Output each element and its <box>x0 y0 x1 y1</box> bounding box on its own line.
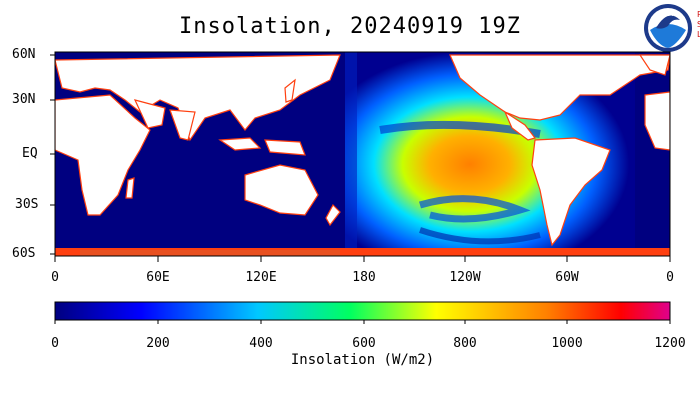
colorbar-tick: 400 <box>249 336 273 351</box>
svg-text:S: S <box>697 20 700 29</box>
lon-label: 60W <box>555 270 579 285</box>
colorbar-tick: 1200 <box>654 336 686 351</box>
colorbar-tick: 0 <box>51 336 59 351</box>
logo-text: NOAA <box>658 10 679 18</box>
lat-label: 30S <box>15 197 39 212</box>
colorbar-tick: 200 <box>146 336 170 351</box>
lat-label: 30N <box>12 92 36 107</box>
noaa-logo: NOAA P S L <box>636 0 700 56</box>
lon-label: 180 <box>352 270 376 285</box>
colorbar <box>54 301 671 321</box>
colorbar-label: Insolation (W/m2) <box>290 352 435 368</box>
colorbar-tick: 600 <box>352 336 376 351</box>
map-title: Insolation, 20240919 19Z <box>179 14 521 39</box>
lat-label: EQ <box>22 146 38 161</box>
colorbar-tick: 800 <box>453 336 477 351</box>
svg-text:P: P <box>697 10 700 19</box>
lon-label: 0 <box>51 270 59 285</box>
lat-label: 60S <box>12 246 36 261</box>
lon-label: 0 <box>666 270 674 285</box>
lon-label: 60E <box>146 270 170 285</box>
lat-label: 60N <box>12 47 36 62</box>
colorbar-tick: 1000 <box>551 336 583 351</box>
svg-text:L: L <box>697 30 700 39</box>
lon-label: 120W <box>449 270 481 285</box>
lon-label: 120E <box>245 270 277 285</box>
land-masses <box>55 54 670 247</box>
